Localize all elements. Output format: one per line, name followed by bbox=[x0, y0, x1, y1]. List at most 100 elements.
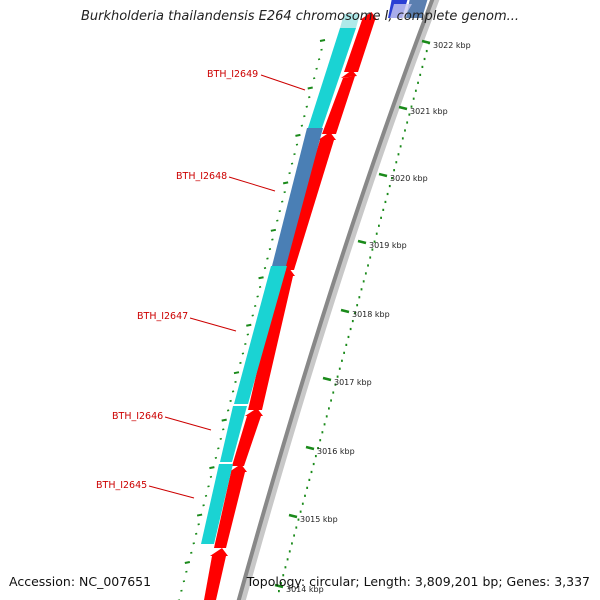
scale-tick bbox=[263, 267, 267, 270]
gene-feature[interactable] bbox=[308, 28, 356, 128]
ruler-dot bbox=[351, 319, 354, 323]
scale-tick bbox=[209, 475, 213, 478]
scale-tick bbox=[303, 115, 306, 118]
gene-feature-fade bbox=[340, 14, 360, 28]
scale-tick bbox=[226, 409, 230, 412]
scale-tick bbox=[239, 361, 242, 364]
gene-feature[interactable] bbox=[234, 266, 287, 404]
gene-label-leader bbox=[164, 416, 212, 431]
ruler-track: 3022 kbp 3021 kbp 3020 kbp 3019 kbp 3018 kbp… bbox=[274, 39, 471, 594]
map-title: Burkholderia thailandensis E264 chromoso… bbox=[80, 9, 520, 24]
ruler-dot bbox=[328, 407, 330, 410]
ruler-label: 3017 kbp bbox=[334, 378, 372, 387]
scale-tick bbox=[256, 295, 259, 298]
ruler-dot bbox=[404, 129, 406, 132]
ruler-dot bbox=[282, 574, 285, 577]
ruler-dot bbox=[412, 97, 415, 100]
scale-tick bbox=[276, 219, 279, 222]
scale-tick bbox=[192, 542, 195, 545]
ruler-major-tick bbox=[398, 105, 408, 111]
ruler-major-tick bbox=[421, 39, 431, 45]
gene-label[interactable]: BTH_I2645 bbox=[96, 480, 147, 491]
ruler-label: 3014 kbp bbox=[286, 585, 324, 594]
ruler-label: 3020 kbp bbox=[390, 174, 428, 183]
scale-tick bbox=[305, 105, 308, 108]
ruler-dot bbox=[347, 335, 350, 339]
forward-cds-arrow[interactable] bbox=[322, 76, 355, 134]
scale-tick bbox=[221, 418, 227, 422]
gene-label-leader bbox=[148, 485, 195, 499]
accession-text: Accession: NC_007651 bbox=[9, 574, 152, 589]
ruler-dot bbox=[291, 542, 293, 545]
scale-tick bbox=[317, 58, 321, 61]
gene-label[interactable]: BTH_I2646 bbox=[112, 411, 163, 422]
gene-feature[interactable] bbox=[201, 464, 233, 544]
gene-label[interactable]: BTH_I2648 bbox=[176, 171, 227, 182]
forward-cds-arrow[interactable] bbox=[232, 416, 261, 466]
feature-top-pale[interactable] bbox=[390, 4, 412, 18]
forward-cds-arrow[interactable] bbox=[344, 20, 375, 72]
ruler-dot bbox=[330, 399, 332, 402]
forward-cds-arrow[interactable] bbox=[248, 276, 293, 410]
ruler-dot bbox=[278, 590, 280, 593]
ruler-dot bbox=[367, 264, 369, 267]
gene-label-leader bbox=[189, 317, 237, 332]
ruler-dot bbox=[356, 304, 359, 307]
scale-tick bbox=[222, 428, 225, 431]
ruler-dot bbox=[297, 518, 300, 521]
ruler-label: 3016 kbp bbox=[317, 447, 355, 456]
ruler-dot bbox=[421, 65, 424, 69]
ruler-dot bbox=[341, 359, 343, 362]
scale-tick bbox=[246, 323, 252, 327]
forward-cds-arrowhead bbox=[245, 408, 263, 416]
gene-label-track: BTH_I2649 BTH_I2648 BTH_I2647 BTH_I2646 BTH_… bbox=[96, 69, 306, 499]
ruler-dot bbox=[306, 486, 309, 489]
gene-feature[interactable] bbox=[220, 406, 247, 462]
scale-tick bbox=[312, 77, 316, 80]
scale-tick bbox=[196, 513, 203, 517]
ruler-dot bbox=[369, 256, 372, 259]
scale-tick bbox=[229, 399, 232, 402]
gene-feature[interactable] bbox=[272, 128, 323, 266]
ruler-dot bbox=[321, 431, 324, 434]
ruler-dot bbox=[332, 391, 335, 394]
ruler-label: 3019 kbp bbox=[369, 241, 407, 250]
gene-label[interactable]: BTH_I2647 bbox=[137, 311, 188, 322]
ruler-dot bbox=[293, 534, 296, 537]
scale-tick bbox=[251, 314, 254, 317]
ruler-dot bbox=[397, 153, 400, 156]
ruler-major-tick bbox=[288, 513, 298, 519]
gene-track bbox=[201, 14, 360, 544]
gene-label[interactable]: BTH_I2649 bbox=[207, 69, 258, 80]
forward-cds-arrowhead bbox=[341, 70, 357, 78]
scale-tick bbox=[270, 228, 277, 232]
scale-tick bbox=[207, 485, 210, 488]
ruler-major-tick bbox=[274, 583, 284, 589]
ruler-dot bbox=[386, 192, 389, 196]
gene-label-leader bbox=[228, 176, 276, 192]
scale-tick bbox=[278, 210, 281, 213]
scale-tick bbox=[214, 456, 218, 459]
scale-tick bbox=[282, 181, 289, 185]
chromosome-backbone bbox=[236, 0, 435, 600]
ruler-dot bbox=[317, 447, 319, 450]
ruler-dot bbox=[360, 288, 363, 291]
ruler-dot bbox=[338, 367, 341, 370]
scale-tick bbox=[209, 466, 215, 470]
scale-tick bbox=[268, 248, 272, 251]
ruler-dot bbox=[371, 248, 374, 251]
ruler-dot bbox=[323, 423, 326, 426]
scale-tick bbox=[234, 380, 237, 383]
ruler-dot bbox=[334, 383, 337, 386]
forward-cds-arrow[interactable] bbox=[214, 472, 245, 548]
ruler-major-tick bbox=[357, 239, 367, 245]
forward-cds-track bbox=[204, 12, 377, 600]
forward-cds-arrow[interactable] bbox=[204, 556, 226, 600]
ruler-dot bbox=[349, 327, 352, 331]
scale-tick bbox=[308, 96, 311, 99]
ruler-dot bbox=[310, 470, 313, 474]
ruler-dot bbox=[325, 415, 328, 418]
scale-tick bbox=[195, 532, 198, 535]
ruler-dot bbox=[358, 296, 361, 299]
